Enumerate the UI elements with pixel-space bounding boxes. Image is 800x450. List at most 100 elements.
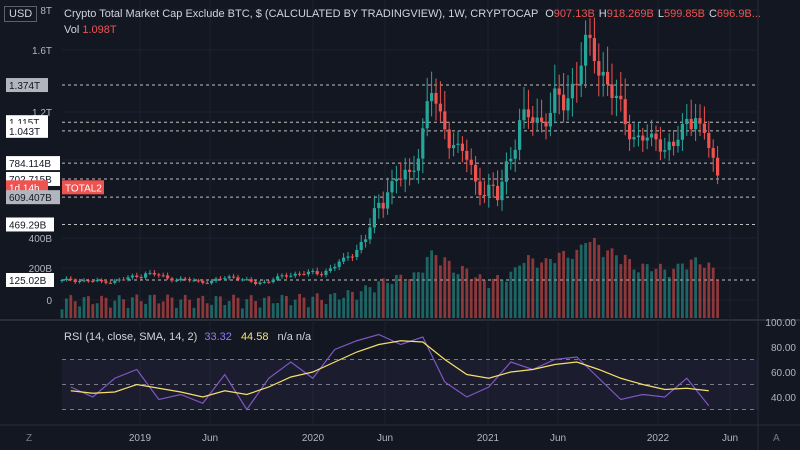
candle-body [522, 109, 526, 121]
currency-badge[interactable]: USD [4, 6, 38, 22]
volume-bar [87, 296, 90, 318]
candle-body [500, 181, 504, 201]
candle-body [262, 281, 266, 283]
volume-bar [685, 269, 689, 318]
candle-body [421, 128, 425, 159]
candle-body [535, 117, 539, 123]
candle-body [711, 147, 715, 158]
volume-bar [342, 297, 345, 318]
candle-body [645, 137, 649, 141]
volume-bar [267, 296, 271, 318]
candle-body [619, 95, 623, 100]
price-level-badge [6, 190, 60, 205]
volume-bar [258, 307, 262, 318]
volume-bar [628, 259, 631, 318]
volume-bar [307, 307, 310, 318]
chart-title: Crypto Total Market Cap Exclude BTC, $ (… [64, 8, 539, 20]
candle-body [113, 280, 117, 283]
volume-bar [175, 307, 178, 318]
volume-bar [425, 256, 429, 318]
volume-bar [456, 274, 460, 318]
candle-body [412, 170, 416, 172]
candle-body [236, 277, 240, 280]
volume-bar [615, 255, 618, 318]
volume-bar [91, 304, 95, 318]
volume-bar [654, 268, 658, 318]
candle-body [672, 141, 676, 147]
candle-body [95, 279, 99, 282]
volume-bar [412, 272, 416, 318]
volume-bar [373, 292, 376, 318]
candle-body [434, 92, 438, 104]
candle-body [663, 150, 667, 152]
candle-body [210, 280, 214, 284]
candle-body [64, 278, 68, 281]
volume-bar [469, 280, 473, 318]
candle-body [135, 275, 139, 278]
candle-body [650, 133, 654, 138]
candle-body [82, 280, 86, 282]
volume-bar [593, 238, 596, 318]
candle-body [196, 280, 200, 282]
candle-body [408, 169, 412, 172]
candle-body [350, 256, 354, 258]
volume-bar [263, 297, 266, 318]
candle-body [641, 135, 645, 141]
candle-body [86, 280, 90, 282]
candle-body [337, 261, 341, 267]
price-level-badge-label: 609.407B [9, 193, 52, 204]
volume-bar [610, 248, 614, 318]
volume-bar [395, 274, 398, 318]
volume-bar [381, 278, 385, 318]
candle-body [636, 135, 640, 138]
volume-bar [421, 272, 425, 318]
candle-body [205, 282, 209, 284]
volume-bar [698, 264, 702, 318]
volume-bar [540, 262, 543, 318]
candle-body [69, 278, 73, 280]
time-tick-label: Jun [722, 433, 738, 444]
auto-scale-icon[interactable]: A [773, 433, 780, 444]
volume-bar [351, 291, 354, 318]
rsi-line [70, 333, 710, 411]
volume-bar [606, 250, 609, 318]
volume-bar [315, 293, 319, 318]
candle-body [245, 279, 249, 281]
candle-body [148, 272, 152, 274]
volume-bar [522, 262, 526, 318]
volume-bar [694, 257, 697, 318]
volume-bar [346, 290, 350, 318]
volume-bar [355, 299, 359, 318]
candle-body [623, 99, 627, 125]
price-tick-label: 8T [40, 6, 52, 17]
volume-bar [527, 255, 530, 318]
candle-body [654, 133, 658, 140]
symbol-tag-label: TOTAL2 [65, 183, 102, 194]
candle-body [267, 281, 271, 283]
candle-body [320, 274, 324, 276]
volume-bar [144, 303, 147, 318]
candle-body [403, 169, 407, 180]
zoom-z-icon[interactable]: Z [26, 433, 33, 444]
volume-bar [518, 265, 521, 318]
volume-bar [430, 250, 433, 318]
candle-body [152, 272, 156, 275]
candle-body [284, 275, 288, 277]
volume-bar [478, 274, 482, 318]
price-level-badge-label: 1.115T [9, 118, 39, 129]
candle-body [240, 279, 244, 281]
volume-bar [254, 301, 257, 318]
volume-bar [390, 284, 394, 318]
price-level-badge [6, 156, 60, 171]
candle-body [592, 38, 596, 62]
rsi-value: 33.32 [204, 331, 232, 343]
volume-bar [707, 262, 711, 318]
rsi-sma-value: 44.58 [240, 331, 269, 343]
candle-body [166, 275, 170, 279]
candle-body [544, 121, 548, 127]
candle-body [78, 280, 82, 283]
candle-body [658, 139, 662, 152]
candle-body [579, 65, 583, 85]
candle-body [465, 150, 469, 160]
